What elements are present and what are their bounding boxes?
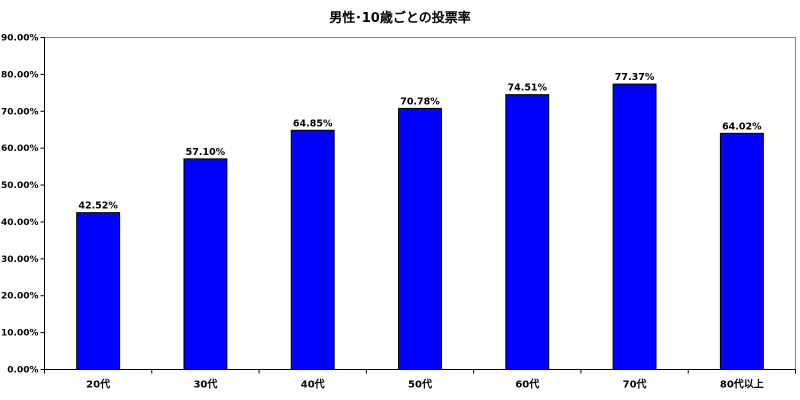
data-label: 42.52%: [78, 201, 118, 212]
x-axis: 20代 30代 40代 50代 60代 70代 80代以上: [44, 369, 796, 391]
bar-5: [505, 94, 550, 370]
bar-4: [398, 107, 442, 370]
x-tick-label: 70代: [623, 378, 647, 391]
y-tick-label: 50.00%: [1, 181, 39, 191]
bar-7: [719, 132, 764, 370]
data-labels: 42.52% 57.10% 64.85% 70.78% 74.51% 77.37% 64.0…: [78, 72, 762, 212]
y-tick-label: 80.00%: [1, 70, 39, 80]
y-tick-label: 90.00%: [1, 34, 39, 44]
bar-series: [76, 83, 764, 370]
y-tick-label: 20.00%: [1, 292, 39, 302]
bar-6: [612, 83, 657, 370]
data-label: 74.51%: [507, 83, 547, 94]
data-label: 64.85%: [293, 118, 333, 129]
x-tick-label: 20代: [86, 378, 110, 391]
chart-title: 男性･10歳ごとの投票率: [329, 10, 470, 26]
bar-3: [290, 129, 335, 370]
x-tick-label: 30代: [193, 378, 217, 391]
y-tick-label: 0.00%: [7, 366, 38, 376]
data-label: 77.37%: [615, 72, 655, 83]
data-label: 57.10%: [186, 147, 226, 158]
x-tick-label: 50代: [408, 378, 432, 391]
y-tick-label: 70.00%: [1, 107, 39, 117]
y-tick-label: 30.00%: [1, 255, 39, 265]
bar-1: [76, 212, 121, 370]
x-tick-label: 40代: [301, 378, 325, 391]
data-label: 70.78%: [400, 96, 440, 107]
y-tick-label: 10.00%: [1, 329, 39, 339]
bar-2: [183, 158, 228, 370]
x-tick-label: 60代: [515, 378, 539, 391]
y-axis: 0.00% 10.00% 20.00% 30.00% 40.00% 50.00% 60.00…: [1, 34, 45, 376]
x-tick-label: 80代以上: [720, 378, 764, 391]
y-tick-label: 60.00%: [1, 144, 39, 154]
data-label: 64.02%: [722, 121, 762, 132]
y-tick-label: 40.00%: [1, 218, 39, 228]
